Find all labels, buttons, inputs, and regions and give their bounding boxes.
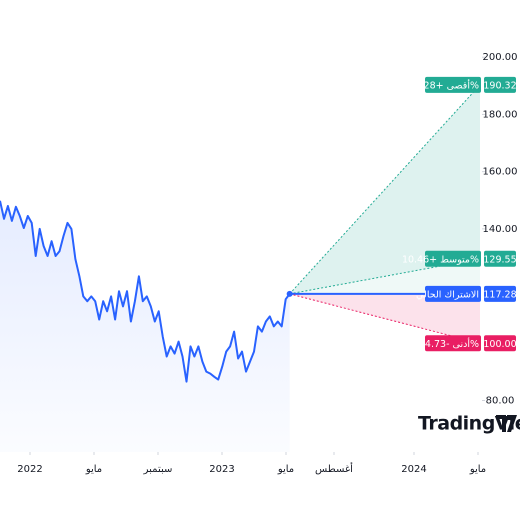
y-tick-label: 80.00 bbox=[486, 396, 515, 407]
price-label-box bbox=[484, 335, 516, 352]
plot-area bbox=[0, 84, 480, 452]
x-tick-label: 2023 bbox=[209, 464, 234, 475]
y-tick-label: 160.00 bbox=[483, 167, 518, 178]
logo bbox=[496, 415, 517, 432]
x-tick-label: مايو bbox=[277, 464, 294, 475]
last-point bbox=[286, 290, 293, 297]
target-label-box bbox=[425, 335, 481, 352]
target-label: متوسط +10.46% bbox=[402, 254, 479, 265]
price-label: 117.28 bbox=[483, 289, 516, 300]
upside-zone bbox=[289, 84, 480, 294]
x-tick-label: 2022 bbox=[17, 464, 42, 475]
area bbox=[0, 200, 290, 452]
target-label-box bbox=[425, 285, 481, 302]
target-label: الاشتراك الحالي bbox=[416, 289, 479, 300]
y-tick-label: 140.00 bbox=[483, 224, 518, 235]
target-label: أدنى -14.73% bbox=[419, 337, 479, 350]
y-tick-label: 180.00 bbox=[483, 109, 518, 120]
x-tick-label: سبتمبر bbox=[143, 464, 173, 475]
price-label-box bbox=[484, 250, 516, 267]
price-label: 129.55 bbox=[483, 254, 516, 265]
target-label-box bbox=[425, 76, 481, 93]
x-tick-label: مايو bbox=[85, 464, 102, 475]
price-label: 100.00 bbox=[483, 339, 516, 350]
target-line bbox=[289, 293, 481, 344]
price-label-box bbox=[484, 285, 516, 302]
x-tick-label: أغسطس bbox=[315, 462, 353, 475]
target-label: أقصى +62.28% bbox=[408, 78, 479, 91]
price-line bbox=[0, 200, 291, 383]
price-label-box bbox=[484, 76, 516, 93]
x-tick-label: مايو bbox=[469, 464, 486, 475]
target-label-box bbox=[425, 250, 481, 267]
y-tick-label: 200.00 bbox=[483, 52, 518, 63]
target-line bbox=[289, 84, 481, 295]
x-tick-label: 2024 bbox=[401, 464, 426, 475]
downside-zone bbox=[289, 293, 480, 344]
price-label: 190.32 bbox=[483, 80, 516, 91]
watermark: TradingView bbox=[418, 413, 520, 435]
